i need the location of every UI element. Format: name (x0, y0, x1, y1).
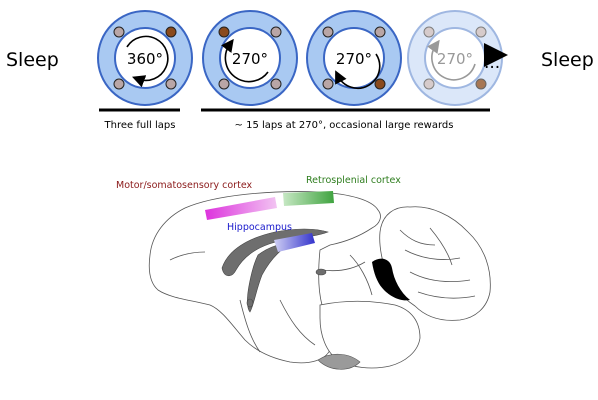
angle-label: 270° (336, 50, 372, 68)
reward-port (270, 78, 282, 90)
track-4: 270° (407, 10, 503, 106)
reward-port (322, 78, 334, 90)
track-3: 270° (306, 10, 402, 106)
region-bar-retrosplenial (283, 191, 334, 206)
region-label-hippocampus: Hippocampus (227, 222, 292, 233)
region-label-motor: Motor/somatosensory cortex (116, 180, 252, 191)
track-2: 270° (202, 10, 298, 106)
reward-port (423, 26, 435, 38)
region-bar-hippocampus (274, 233, 315, 252)
fourth-ventricle (372, 258, 410, 301)
reward-port (165, 78, 177, 90)
reward-port (374, 26, 386, 38)
clockwise-arrow-icon (126, 35, 169, 88)
angle-label: 270° (437, 50, 473, 68)
reward-port (475, 78, 487, 90)
phase1-label: Three full laps (104, 120, 176, 131)
reward-port (218, 26, 230, 38)
reward-port (113, 26, 125, 38)
reward-port (218, 78, 230, 90)
continuation-dots: ... (484, 53, 500, 73)
pituitary (317, 353, 361, 370)
sleep-label-right: Sleep (541, 49, 594, 71)
counterclockwise-arrow-icon (221, 38, 269, 83)
reward-port (165, 26, 177, 38)
white-matter (221, 228, 329, 313)
reward-port (423, 78, 435, 90)
phase2-label: ~ 15 laps at 270°, occasional large rewa… (235, 120, 454, 131)
reward-port (475, 26, 487, 38)
angle-label: 360° (127, 50, 163, 68)
reward-port (322, 26, 334, 38)
region-bar-motor (205, 197, 277, 220)
brain-outline (148, 191, 491, 369)
reward-port (374, 78, 386, 90)
counterclockwise-arrow-icon (427, 39, 476, 81)
sleep-label-left: Sleep (6, 49, 59, 71)
reward-port (113, 78, 125, 90)
counterclockwise-arrow-icon (335, 53, 381, 89)
reward-port (270, 26, 282, 38)
region-label-retrosplenial: Retrosplenial cortex (306, 175, 401, 186)
track-1: 360° (97, 10, 193, 106)
angle-label: 270° (232, 50, 268, 68)
